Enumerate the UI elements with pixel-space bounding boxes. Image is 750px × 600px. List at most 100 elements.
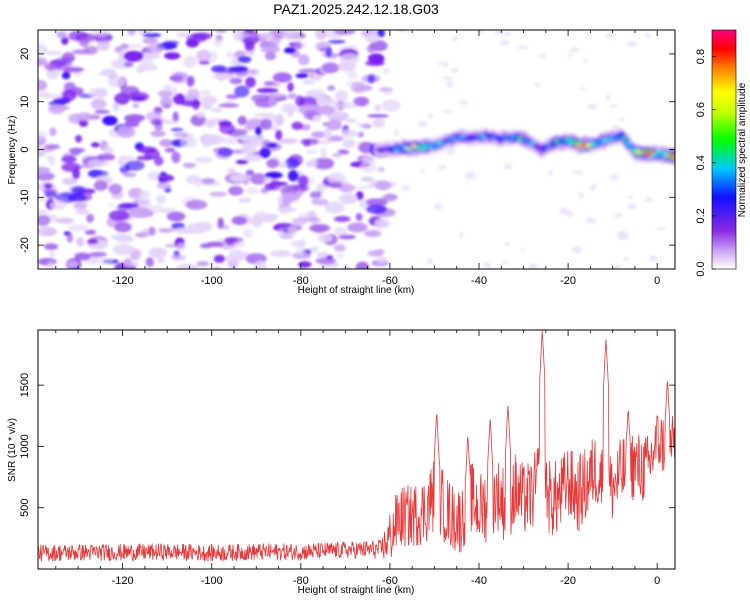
noise-blob: [341, 61, 354, 71]
noise-blob: [218, 103, 240, 108]
noise-blob: [185, 199, 208, 210]
noise-blob: [124, 160, 145, 171]
noise-blob: [609, 174, 619, 181]
noise-blob: [284, 157, 300, 169]
noise-blob: [292, 252, 311, 259]
snr-x-tick-label: 0: [654, 575, 660, 587]
noise-blob: [587, 103, 598, 110]
noise-blob: [44, 192, 58, 199]
noise-blob: [269, 125, 279, 132]
noise-blob: [164, 147, 176, 153]
noise-blob: [171, 222, 186, 230]
spectrogram-y-axis-title: Frequency (Hz): [7, 116, 18, 185]
colorbar-tick-label: 0.2: [695, 208, 707, 223]
noise-blob: [341, 129, 360, 138]
noise-blob: [66, 260, 79, 269]
noise-blob: [164, 52, 181, 60]
noise-blob: [482, 261, 491, 269]
noise-blob: [302, 139, 311, 147]
noise-blob: [147, 171, 161, 181]
noise-blob: [49, 214, 56, 224]
noise-blob: [38, 196, 47, 202]
noise-blob: [459, 231, 464, 238]
noise-blob: [287, 170, 299, 182]
noise-blob: [315, 105, 336, 115]
noise-blob: [200, 178, 216, 184]
noise-blob: [367, 74, 376, 84]
noise-blob: [608, 104, 619, 108]
noise-blob: [381, 99, 401, 112]
noise-blob: [196, 49, 211, 62]
noise-blob: [311, 198, 329, 206]
snr-x-tick-label: -20: [560, 575, 576, 587]
noise-blob: [301, 217, 321, 222]
noise-blob: [275, 129, 283, 141]
noise-blob: [256, 87, 279, 94]
noise-blob: [148, 226, 156, 236]
noise-blob: [96, 39, 110, 51]
noise-blob: [365, 60, 385, 66]
noise-blob: [55, 217, 75, 224]
noise-blob: [281, 31, 302, 40]
spectrogram-x-ticks: -120 -100 -80 -60 -40 -20 0: [55, 30, 660, 287]
noise-blob: [137, 64, 159, 71]
snr-y-tick-label: 500: [19, 499, 31, 517]
noise-blob: [158, 90, 173, 98]
noise-blob: [464, 171, 477, 180]
noise-blob: [169, 75, 184, 82]
noise-blob: [61, 162, 82, 172]
noise-blob: [195, 221, 213, 232]
noise-blob: [342, 138, 356, 149]
noise-blob: [315, 257, 337, 265]
noise-blob: [383, 67, 390, 75]
noise-blob: [309, 191, 322, 199]
noise-blob: [153, 156, 164, 166]
noise-blob: [123, 50, 144, 62]
noise-blob: [79, 37, 89, 47]
noise-blob: [123, 61, 134, 68]
noise-blob: [494, 30, 505, 34]
noise-blob: [365, 198, 388, 207]
noise-blob: [55, 192, 77, 204]
noise-blob: [200, 95, 218, 105]
noise-blob: [260, 118, 273, 130]
noise-blob: [231, 216, 248, 226]
noise-blob: [327, 85, 336, 91]
snr-x-tick-label: -40: [471, 575, 487, 587]
noise-blob: [355, 191, 364, 201]
noise-blob: [298, 96, 317, 107]
noise-blob: [74, 252, 91, 261]
noise-blob: [44, 243, 58, 251]
noise-blob: [232, 241, 245, 248]
noise-blob: [102, 115, 118, 126]
noise-blob: [301, 263, 309, 268]
noise-blob: [176, 31, 190, 38]
noise-blob: [234, 85, 250, 98]
noise-blob: [278, 138, 299, 144]
noise-blob: [235, 159, 249, 165]
noise-blob: [123, 114, 144, 123]
noise-blob: [626, 41, 638, 47]
spectrogram-x-tick-label: -60: [382, 275, 398, 287]
signal-blob: [625, 141, 632, 145]
noise-blob: [176, 242, 187, 251]
noise-blob: [68, 224, 89, 232]
noise-blob: [213, 254, 226, 263]
noise-blob: [213, 37, 223, 47]
snr-y-axis-title: SNR (10 * v/v): [7, 418, 18, 482]
noise-blob: [291, 41, 303, 50]
noise-blob: [333, 103, 341, 114]
noise-blob: [156, 181, 171, 190]
noise-blob: [114, 222, 132, 233]
noise-blob: [376, 255, 387, 264]
noise-blob: [71, 185, 87, 196]
noise-blob: [76, 112, 93, 121]
colorbar-ticks: 0.0 0.2 0.4 0.6 0.8: [695, 49, 716, 277]
noise-blob: [38, 171, 55, 181]
noise-blob: [354, 185, 375, 190]
noise-blob: [263, 213, 279, 220]
noise-blob: [148, 247, 168, 258]
noise-blob: [504, 241, 510, 247]
noise-blob: [645, 32, 651, 38]
noise-blob: [377, 30, 385, 38]
